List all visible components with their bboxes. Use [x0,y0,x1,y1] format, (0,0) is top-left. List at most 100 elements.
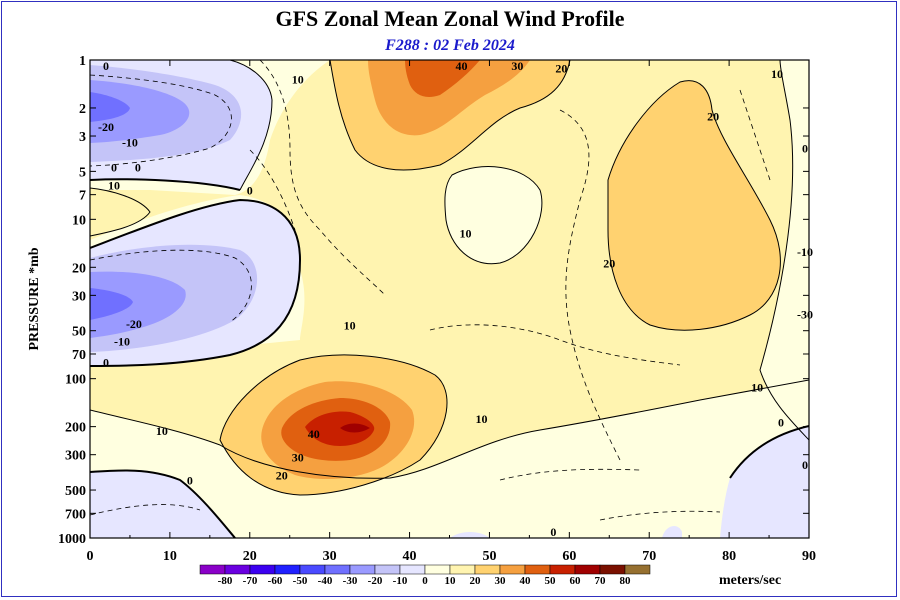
colorbar-swatch [199,564,226,575]
field-neg-30-20-upper-left [90,80,190,143]
colorbar-level-label: -50 [293,575,308,587]
contour-label: 10 [344,318,356,332]
x-tick-label: 60 [562,549,576,564]
contour-label: 20 [555,62,567,76]
contour-label: 0 [103,59,109,73]
colorbar-level-label: 70 [595,575,607,587]
contour-label: -20 [98,120,114,134]
colorbar-swatch [249,564,276,575]
contour-label: 0 [778,416,784,430]
contour-label: 10 [292,72,304,86]
y-tick-label: 50 [72,325,86,340]
y-tick-label: 30 [72,289,86,304]
colorbar-level-label: -30 [343,575,358,587]
chart-title: GFS Zonal Mean Zonal Wind Profile [275,6,625,31]
field-neg-10-0-bottom-center [450,532,490,538]
contour-label: -20 [126,317,142,331]
y-tick-label: 100 [65,373,86,388]
y-tick-label: 1 [79,54,86,69]
colorbar-level-label: -60 [268,575,283,587]
colorbar-level-label: -20 [368,575,383,587]
x-axis: 0 10 20 30 40 50 60 70 80 90 [87,60,816,564]
field-neg-40-30-upper-left [90,92,130,122]
colorbar-swatch [549,564,576,575]
contour-label: 0 [187,473,193,487]
field-0-10-right-edge [760,60,809,440]
contour-field [90,60,809,538]
y-tick-label: 7 [79,189,86,204]
contour-label: 20 [707,110,719,124]
colorbar-swatch [224,564,251,575]
colorbar-level-label: -80 [218,575,233,587]
contour-label: 10 [156,424,168,438]
contour-label: 30 [511,59,523,73]
field-neg-10-0-bottom-right-small [662,526,682,538]
x-tick-label: 80 [722,549,736,564]
chart-subtitle: F288 : 02 Feb 2024 [385,37,515,54]
colorbar-level-label: 10 [445,575,457,587]
field-50-60-subtropical-jet [305,411,375,446]
contour-label: 0 [247,184,253,198]
y-tick-label: 300 [65,449,86,464]
y-tick-label: 500 [65,484,86,499]
contour-labels: 0 10 -20 -10 0 0 10 0 -20 -10 0 10 10 10 40 30 20 0 10 40 30… [98,59,813,539]
field-neg-10-0-lower-right [720,426,809,538]
y-axis-label: PRESSURE *mb [27,247,42,350]
x-tick-label: 40 [403,549,417,564]
contour-label: 10 [459,226,471,240]
colorbar-level-label: -10 [393,575,408,587]
colorbar-level-label: 50 [545,575,557,587]
y-tick-label: 70 [72,348,86,363]
x-tick-label: 30 [323,549,337,564]
field-40-50-upper-jet [405,60,480,97]
x-tick-label: 90 [802,549,816,564]
y-tick-label: 2 [79,102,86,117]
contour-label: 0 [550,525,556,539]
colorbar-swatch [449,564,476,575]
contour-label: -30 [797,308,813,322]
colorbar-swatch [349,564,376,575]
contour-label: -10 [114,335,130,349]
colorbar-level-label: 80 [620,575,632,587]
colorbar-swatch [499,564,526,575]
contour-label: 40 [308,427,320,441]
colorbar-level-label: 60 [570,575,582,587]
field-neg-30-20-mid-left [90,271,186,338]
field-pos-10-20-left-pocket [90,188,150,236]
x-tick-label: 10 [163,549,177,564]
colorbar-level-label: 40 [520,575,532,587]
colorbar-level-label: 0 [422,575,428,587]
contour-label: 0 [111,160,117,174]
colorbar-level-label: -40 [318,575,333,587]
field-0-10-upper-center [444,166,542,264]
x-tick-label: 70 [642,549,656,564]
x-tick-label: 0 [87,549,94,564]
contour-label: 20 [276,469,288,483]
colorbar-swatch [524,564,551,575]
field-neg-40-30-mid-left [90,288,133,320]
colorbar-swatch [474,564,501,575]
field-0-10-tropical-low [90,380,809,538]
y-tick-label: 3 [79,130,86,145]
contour-label: -10 [122,136,138,150]
colorbar-swatch [324,564,351,575]
y-tick-label: 200 [65,421,86,436]
contour-label: 10 [475,412,487,426]
field-60-70-subtropical-jet [340,423,370,433]
y-tick-label: 10 [72,213,86,228]
dashed-contour-lines [90,60,771,521]
colorbar-unit: meters/sec [719,573,781,588]
y-tick-label: 700 [65,507,86,522]
contour-label: 0 [802,458,808,472]
contour-label: 20 [603,256,615,270]
colorbar-swatch [574,564,601,575]
field-20-30-polar-jet [608,80,781,331]
colorbar-swatch [399,564,426,575]
colorbar-swatch [624,564,651,575]
contour-label: 10 [751,380,763,394]
contour-label: 10 [108,179,120,193]
contour-label: 0 [802,141,808,155]
